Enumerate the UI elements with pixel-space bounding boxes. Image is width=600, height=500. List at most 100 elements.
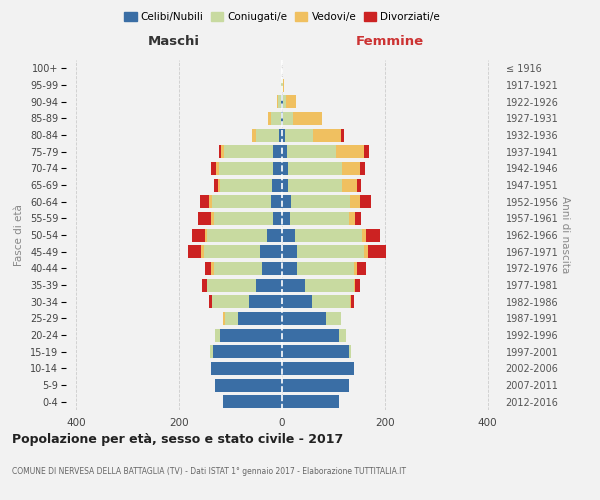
Text: COMUNE DI NERVESA DELLA BATTAGLIA (TV) - Dati ISTAT 1° gennaio 2017 - Elaborazio: COMUNE DI NERVESA DELLA BATTAGLIA (TV) -… <box>12 468 406 476</box>
Bar <box>214 262 262 275</box>
Bar <box>354 278 355 291</box>
Bar <box>355 212 361 225</box>
Bar <box>313 128 341 141</box>
Bar <box>266 228 282 241</box>
Bar <box>219 145 221 158</box>
Bar <box>305 278 354 291</box>
Bar <box>282 328 338 342</box>
Bar <box>200 195 209 208</box>
Text: Maschi: Maschi <box>148 34 200 48</box>
Text: Femmine: Femmine <box>356 34 424 48</box>
Bar <box>271 195 282 208</box>
Bar <box>312 295 350 308</box>
Bar <box>364 245 368 258</box>
Bar <box>220 328 282 342</box>
Bar <box>282 162 288 175</box>
Bar <box>349 345 352 358</box>
Bar <box>212 195 271 208</box>
Bar <box>277 95 278 108</box>
Bar <box>342 162 360 175</box>
Bar <box>205 262 211 275</box>
Bar <box>284 128 313 141</box>
Bar <box>262 262 282 275</box>
Bar <box>216 162 219 175</box>
Bar <box>356 178 361 192</box>
Bar <box>202 278 208 291</box>
Bar <box>192 228 205 241</box>
Bar <box>271 112 281 125</box>
Bar <box>220 178 272 192</box>
Bar <box>349 212 355 225</box>
Bar <box>211 212 214 225</box>
Bar <box>214 212 273 225</box>
Bar <box>214 178 218 192</box>
Bar <box>260 245 282 258</box>
Bar <box>355 278 360 291</box>
Bar <box>282 128 284 141</box>
Bar <box>295 228 362 241</box>
Bar <box>286 95 296 108</box>
Bar <box>350 295 352 308</box>
Bar <box>278 95 281 108</box>
Bar <box>283 95 286 108</box>
Bar <box>201 245 204 258</box>
Bar <box>205 228 208 241</box>
Bar <box>282 245 298 258</box>
Bar <box>282 112 283 125</box>
Bar <box>281 112 282 125</box>
Bar <box>188 245 201 258</box>
Bar <box>298 245 364 258</box>
Bar <box>212 345 282 358</box>
Bar <box>248 295 282 308</box>
Bar <box>215 328 220 342</box>
Bar <box>366 228 380 241</box>
Bar <box>204 245 260 258</box>
Bar <box>256 278 282 291</box>
Bar <box>283 112 293 125</box>
Bar <box>282 262 298 275</box>
Bar <box>212 295 248 308</box>
Bar <box>359 195 371 208</box>
Bar <box>360 162 365 175</box>
Bar <box>252 128 256 141</box>
Bar <box>282 395 338 408</box>
Bar <box>280 128 282 141</box>
Bar <box>282 312 326 325</box>
Bar <box>282 345 349 358</box>
Bar <box>338 328 346 342</box>
Bar <box>356 262 366 275</box>
Bar <box>341 128 344 141</box>
Bar <box>298 262 354 275</box>
Bar <box>223 395 282 408</box>
Bar <box>282 95 283 108</box>
Bar <box>209 195 212 208</box>
Bar <box>283 78 284 92</box>
Bar <box>282 195 291 208</box>
Bar <box>282 295 312 308</box>
Bar <box>210 345 212 358</box>
Bar <box>352 295 354 308</box>
Bar <box>364 145 370 158</box>
Bar <box>208 278 256 291</box>
Bar <box>208 228 266 241</box>
Bar <box>223 312 226 325</box>
Bar <box>368 245 386 258</box>
Bar <box>215 378 282 392</box>
Bar <box>268 112 271 125</box>
Bar <box>211 262 214 275</box>
Bar <box>221 145 224 158</box>
Bar <box>273 145 282 158</box>
Bar <box>291 195 350 208</box>
Bar <box>256 128 280 141</box>
Bar <box>224 145 273 158</box>
Bar <box>282 178 288 192</box>
Bar <box>290 212 349 225</box>
Bar <box>272 178 282 192</box>
Bar <box>282 378 349 392</box>
Bar <box>273 162 282 175</box>
Bar <box>293 112 322 125</box>
Bar <box>326 312 341 325</box>
Bar <box>219 162 273 175</box>
Y-axis label: Fasce di età: Fasce di età <box>14 204 25 266</box>
Bar <box>336 145 364 158</box>
